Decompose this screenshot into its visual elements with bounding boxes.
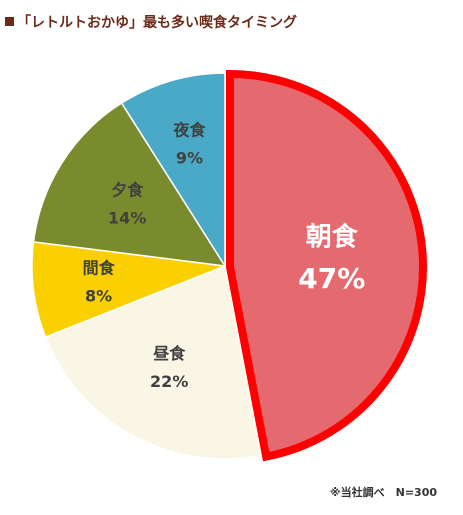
slice-value-4: 9% (176, 148, 203, 167)
slice-label-3: 夕食 (111, 181, 144, 200)
slice-value-3: 14% (108, 209, 146, 228)
pie-slice-1 (44, 264, 263, 460)
slice-label-1: 昼食 (152, 344, 186, 363)
slice-value-1: 22% (150, 372, 188, 391)
title-marker (5, 17, 14, 26)
pie-slice-0 (226, 69, 427, 462)
pie-slice-2 (31, 240, 226, 339)
footnote: ※当社調べ N=300 (329, 486, 437, 499)
slice-label-2: 間食 (83, 259, 116, 278)
pie-slice-3 (32, 102, 227, 267)
chart-title: 「レトルトおかゆ」最も多い喫食タイミング (5, 12, 297, 32)
slice-label-4: 夜食 (172, 120, 206, 139)
slice-label-0: 朝食 (306, 222, 359, 253)
chart-title-text: 「レトルトおかゆ」最も多い喫食タイミング (17, 15, 297, 31)
pie-slice-4 (120, 72, 226, 269)
slice-value-0: 47% (298, 262, 365, 295)
slice-value-2: 8% (85, 287, 112, 306)
